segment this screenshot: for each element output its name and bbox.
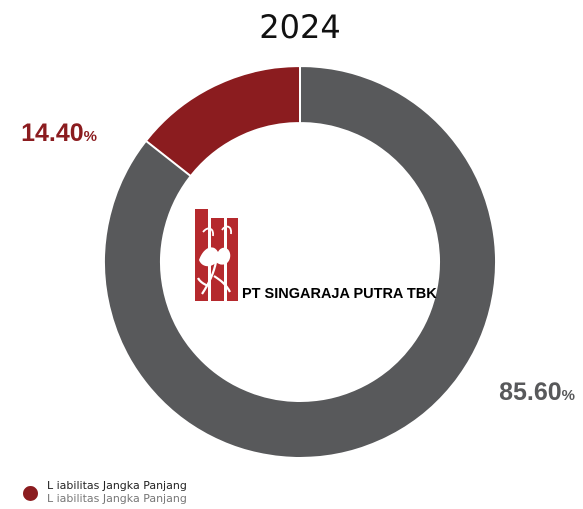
- donut-slice-1: [103, 64, 497, 459]
- legend-entry-1: L iabilitas Jangka Panjang: [47, 492, 187, 505]
- donut-slices: [103, 64, 497, 459]
- legend-entry-0: L iabilitas Jangka Panjang: [47, 479, 187, 492]
- data-label-value: 14.40: [21, 119, 84, 147]
- data-label-value: 85.60: [499, 378, 562, 406]
- company-logo: PT SINGARAJA PUTRA TBK: [195, 209, 437, 302]
- logo-emblem: [195, 209, 238, 301]
- legend-label: L iabilitas Jangka Panjang L iabilitas J…: [47, 479, 187, 505]
- chart-title: 2024: [259, 8, 340, 46]
- data-label-unit: %: [562, 387, 575, 404]
- data-label-slice-1: 85.60%: [499, 378, 575, 406]
- data-label-unit: %: [84, 128, 97, 145]
- legend-swatch: [23, 486, 38, 501]
- logo-company-name: PT SINGARAJA PUTRA TBK: [242, 286, 437, 302]
- data-label-slice-0: 14.40%: [21, 119, 97, 147]
